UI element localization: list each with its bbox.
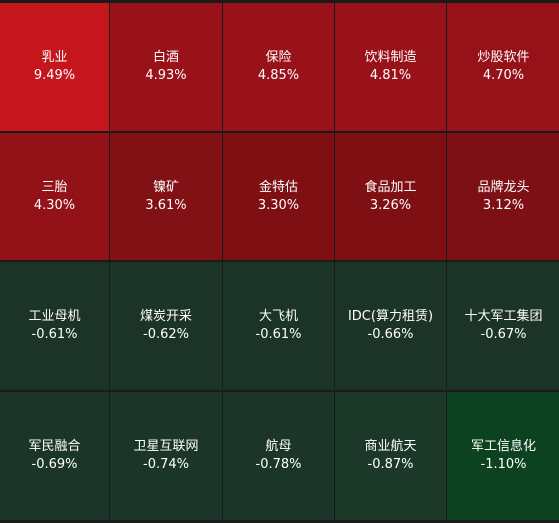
sector-tile[interactable]: 工业母机 -0.61% (0, 262, 109, 390)
sector-name: 金特估 (258, 179, 298, 195)
sector-change: 4.93% (145, 68, 187, 83)
sector-tile[interactable]: 三胎 4.30% (0, 133, 109, 260)
sector-name: 工业母机 (28, 309, 81, 324)
sector-tile[interactable]: IDC(算力租赁) -0.66% (335, 262, 446, 390)
sector-change: -0.61% (255, 327, 302, 342)
sector-change: -0.66% (367, 327, 414, 342)
sector-change: -1.10% (480, 457, 527, 472)
sector-tile[interactable]: 炒股软件 4.70% (447, 3, 559, 131)
sector-name: 保险 (265, 50, 292, 65)
sector-change: 9.49% (33, 68, 76, 83)
sector-change: -0.87% (367, 457, 414, 472)
sector-name: 饮料制造 (364, 50, 417, 65)
sector-tile[interactable]: 航母 -0.78% (223, 392, 334, 520)
sector-change: 3.30% (257, 197, 300, 213)
sector-tile[interactable]: 食品加工 3.26% (335, 133, 446, 260)
sector-name: 航母 (265, 439, 292, 454)
sector-name: 大飞机 (258, 309, 298, 324)
sector-tile[interactable]: 军工信息化 -1.10% (447, 392, 559, 520)
sector-name: 军民融合 (28, 439, 81, 454)
sector-name: 炒股软件 (477, 50, 530, 65)
sector-change: -0.69% (31, 457, 78, 472)
sector-name: 十大军工集团 (464, 309, 543, 324)
sector-change: 4.85% (257, 68, 300, 83)
sector-change: -0.67% (480, 327, 527, 342)
sector-change: -0.61% (31, 327, 78, 342)
sector-name: 品牌龙头 (477, 179, 530, 195)
sector-change: 3.12% (482, 197, 525, 213)
sector-tile[interactable]: 煤炭开采 -0.62% (110, 262, 222, 390)
sector-tile[interactable]: 白酒 4.93% (110, 3, 222, 131)
sector-tile[interactable]: 品牌龙头 3.12% (447, 133, 559, 260)
sector-change: 3.26% (369, 197, 412, 213)
sector-name: 乳业 (41, 50, 68, 65)
sector-change: 4.30% (33, 197, 76, 213)
sector-tile[interactable]: 乳业 9.49% (0, 3, 109, 131)
sector-change: -0.74% (143, 457, 189, 472)
sector-name: 军工信息化 (470, 439, 536, 454)
sector-name: IDC(算力租赁) (347, 309, 434, 324)
sector-tile[interactable]: 卫星互联网 -0.74% (110, 392, 222, 520)
sector-tile[interactable]: 饮料制造 4.81% (335, 3, 446, 131)
sector-change: 4.81% (369, 68, 412, 83)
sector-name: 三胎 (41, 179, 68, 195)
sector-change: 3.61% (145, 197, 187, 213)
sector-name: 白酒 (152, 50, 179, 65)
sector-tile[interactable]: 镍矿 3.61% (110, 133, 222, 260)
sector-name: 镍矿 (152, 179, 179, 195)
sector-tile[interactable]: 十大军工集团 -0.67% (447, 262, 559, 390)
sector-tile[interactable]: 军民融合 -0.69% (0, 392, 109, 520)
sector-change: -0.62% (143, 327, 189, 342)
sector-tile[interactable]: 商业航天 -0.87% (335, 392, 446, 520)
sector-tile[interactable]: 大飞机 -0.61% (223, 262, 334, 390)
sector-name: 卫星互联网 (133, 439, 199, 454)
sector-tile[interactable]: 保险 4.85% (223, 3, 334, 131)
sector-name: 煤炭开采 (139, 309, 192, 324)
sector-change: -0.78% (255, 457, 302, 472)
sector-name: 食品加工 (364, 179, 417, 195)
sector-change: 4.70% (482, 68, 525, 83)
sector-name: 商业航天 (364, 439, 417, 454)
sector-tile[interactable]: 金特估 3.30% (223, 133, 334, 260)
